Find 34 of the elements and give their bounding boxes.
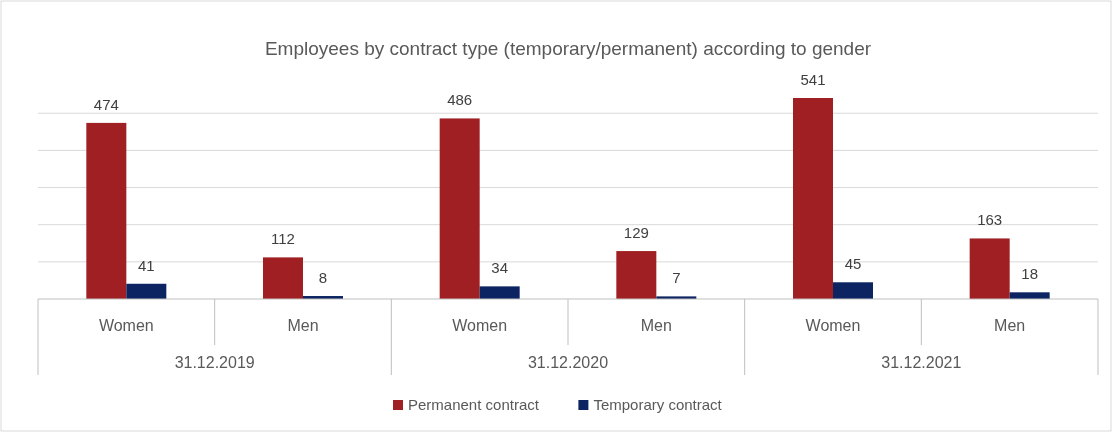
text: 31.12.2021 [881, 354, 962, 371]
bar [1009, 292, 1050, 299]
data-label: 41 [137, 256, 155, 274]
text: 31.12.2020 [527, 354, 609, 371]
x-tick-label: Men [640, 317, 672, 334]
data-label: 474 [93, 95, 119, 113]
data-label: 486 [447, 91, 473, 109]
x-tick-label: Women [805, 317, 861, 334]
bar [263, 257, 303, 299]
x-tick-label: Men [994, 317, 1026, 334]
legend-label: Temporary contract [593, 396, 723, 413]
chart-title: Employees by contract type (temporary/permanent) according to gender [264, 38, 872, 59]
bar [479, 286, 520, 299]
bar [126, 283, 167, 299]
x-tick-label: Women [98, 317, 154, 334]
bar [793, 98, 833, 299]
bar [969, 238, 1010, 299]
legend-label: Permanent contract [408, 396, 540, 413]
data-label: 8 [318, 269, 328, 287]
text: 31.12.2019 [174, 354, 255, 371]
data-label: 541 [800, 71, 826, 88]
x-tick-label: Women [452, 317, 508, 334]
data-label: 129 [623, 224, 649, 242]
bar [86, 122, 127, 299]
bar [833, 282, 873, 299]
data-label: 18 [1021, 265, 1039, 283]
bar [439, 118, 480, 299]
bar [616, 251, 657, 299]
data-label: 112 [271, 230, 295, 248]
data-label: 163 [977, 211, 1003, 229]
x-tick-label: Men [287, 317, 319, 334]
data-label: 7 [672, 269, 681, 287]
data-label: 45 [844, 255, 862, 273]
data-label: 34 [491, 259, 509, 277]
